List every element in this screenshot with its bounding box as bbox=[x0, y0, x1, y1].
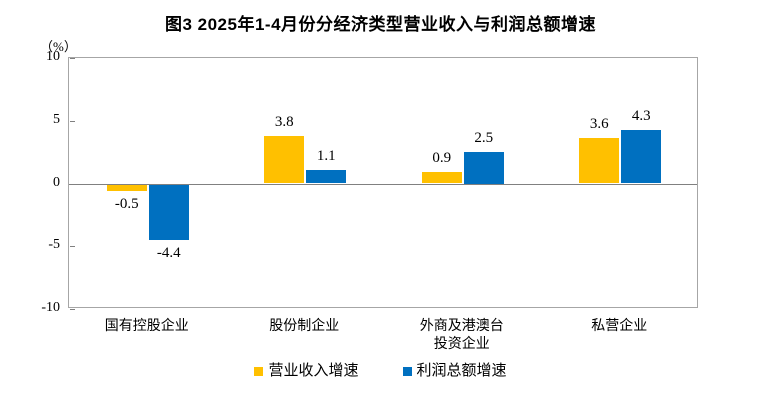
y-axis-tick-mark bbox=[70, 58, 75, 59]
x-axis-category-label: 股份制企业 bbox=[269, 319, 340, 334]
x-axis-category-label: 外商及港澳台 投资企业 bbox=[419, 319, 504, 353]
y-axis-unit-label: （%） bbox=[40, 39, 77, 54]
bar-revenue bbox=[579, 138, 620, 184]
bar-value-label: 3.6 bbox=[589, 116, 609, 133]
x-axis-category-label: 国有控股企业 bbox=[104, 319, 189, 334]
bar-revenue bbox=[264, 135, 305, 184]
legend-label: 利润总额增速 bbox=[416, 363, 507, 379]
bar-profit bbox=[148, 184, 189, 240]
legend: 营业收入增速 利润总额增速 bbox=[0, 364, 761, 379]
bar-value-label: -4.4 bbox=[156, 244, 181, 261]
y-axis-tick-label: -5 bbox=[48, 237, 60, 253]
y-axis-tick-label: 10 bbox=[46, 49, 60, 64]
bar-profit bbox=[621, 129, 662, 184]
bar-value-label: -0.5 bbox=[114, 195, 139, 212]
x-axis-category-label: 私营企业 bbox=[591, 319, 648, 334]
bar-profit bbox=[463, 152, 504, 184]
legend-item-revenue: 营业收入增速 bbox=[254, 363, 359, 379]
chart-title: 图3 2025年1-4月份分经济类型营业收入与利润总额增速 bbox=[164, 15, 597, 34]
y-axis-tick-label: 5 bbox=[53, 111, 60, 127]
legend-item-profit: 利润总额增速 bbox=[402, 363, 507, 379]
bar-value-label: 2.5 bbox=[474, 130, 494, 147]
y-axis-tick-mark bbox=[70, 246, 75, 248]
legend-swatch-icon bbox=[254, 367, 264, 376]
zero-baseline bbox=[69, 183, 697, 185]
bar-profit bbox=[306, 169, 347, 184]
plot-area: -0.5 -4.4 3.8 1.1 0.9 2.5 3.6 4.3 bbox=[68, 57, 698, 310]
y-axis-tick-label: -10 bbox=[41, 300, 60, 315]
bar-revenue bbox=[106, 184, 147, 191]
bar-revenue bbox=[421, 172, 462, 184]
y-axis-tick-label: 0 bbox=[53, 174, 60, 190]
y-axis-tick-mark bbox=[70, 309, 75, 310]
bar-value-label: 3.8 bbox=[274, 113, 294, 130]
bar-value-label: 0.9 bbox=[432, 150, 452, 167]
legend-label: 营业收入增速 bbox=[268, 363, 359, 379]
y-axis-tick-mark bbox=[70, 120, 75, 122]
legend-swatch-icon bbox=[402, 367, 412, 376]
bar-value-label: 1.1 bbox=[316, 147, 336, 164]
bar-value-label: 4.3 bbox=[631, 107, 651, 124]
